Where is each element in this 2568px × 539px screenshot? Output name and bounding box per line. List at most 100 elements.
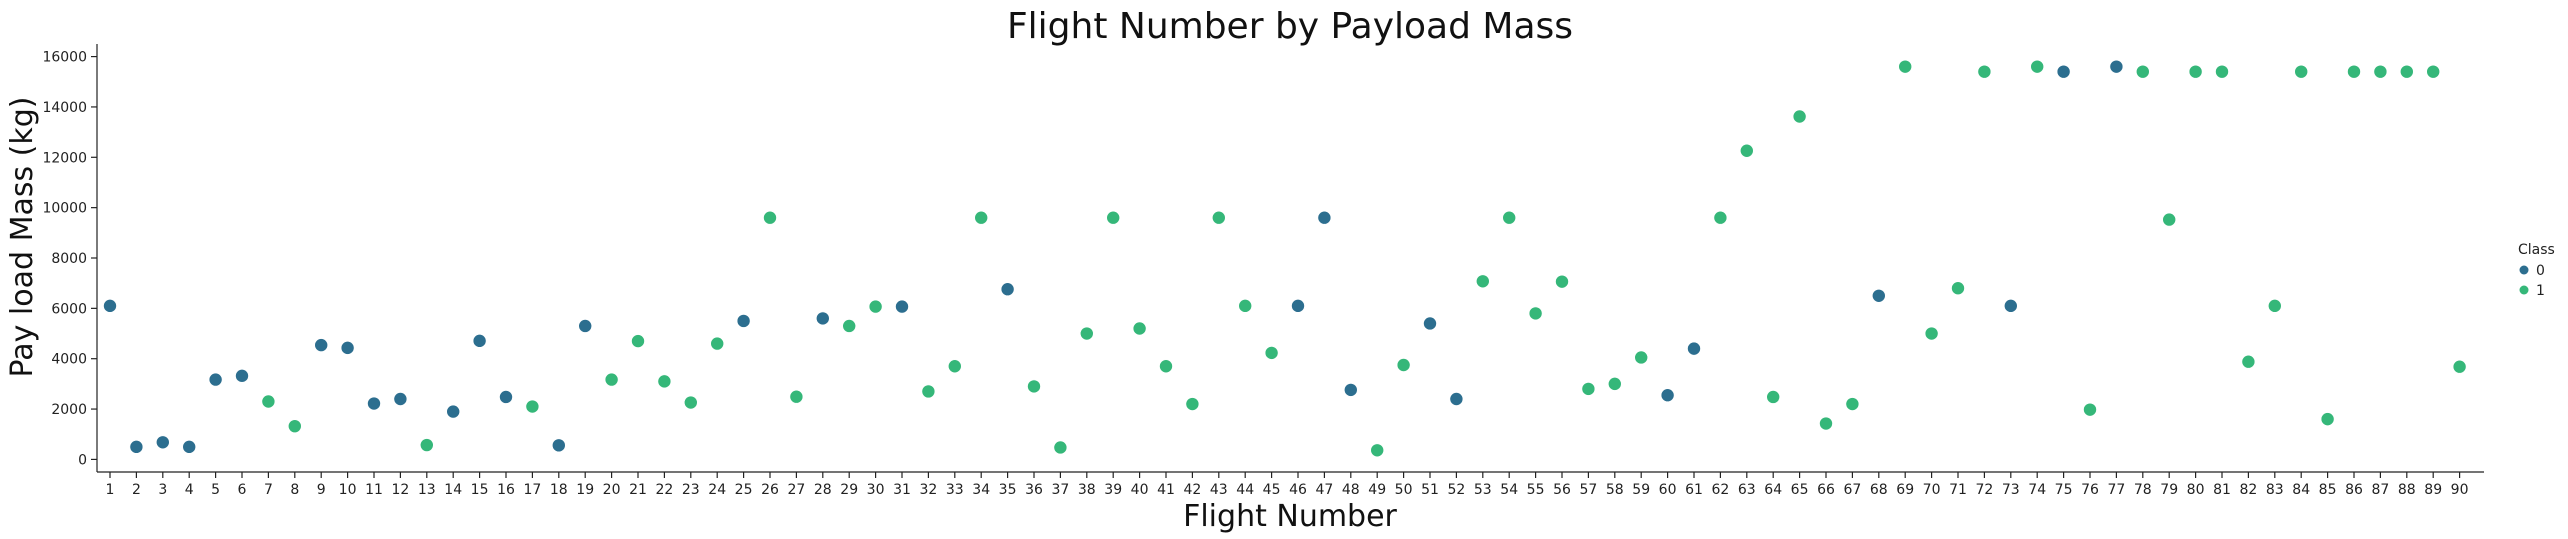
x-tick-label: 28 [814, 482, 832, 498]
data-point [736, 314, 751, 328]
data-point [578, 319, 593, 333]
data-point [340, 341, 355, 355]
data-points [103, 59, 2467, 458]
x-tick-label: 62 [1711, 482, 1729, 498]
x-tick-label: 19 [576, 482, 594, 498]
x-tick-label: 67 [1843, 482, 1861, 498]
chart-title: Flight Number by Payload Mass [1007, 6, 1573, 47]
data-point [789, 389, 804, 404]
data-point [2188, 64, 2203, 79]
legend-marker [2519, 285, 2529, 295]
data-point [2452, 359, 2467, 374]
data-point [683, 395, 698, 410]
data-point [1792, 109, 1807, 124]
data-point [974, 210, 989, 225]
x-tick-label: 85 [2319, 482, 2337, 498]
data-point [129, 440, 144, 454]
x-tick-label: 59 [1632, 482, 1650, 498]
x-tick-label: 43 [1210, 482, 1228, 498]
data-point [1185, 397, 1200, 411]
data-point [1634, 350, 1648, 365]
x-tick-label: 51 [1421, 482, 1439, 498]
x-tick-label: 60 [1659, 482, 1677, 498]
data-point [551, 438, 566, 453]
x-tick-label: 89 [2424, 482, 2442, 498]
x-tick-label: 9 [317, 482, 326, 498]
x-tick-label: 55 [1527, 482, 1545, 498]
data-point [1344, 383, 1358, 397]
x-tick-label: 1 [106, 482, 115, 498]
x-tick-label: 87 [2371, 482, 2389, 498]
x-tick-label: 36 [1025, 482, 1043, 498]
data-point [815, 311, 830, 326]
x-tick-label: 46 [1289, 482, 1307, 498]
x-tick-label: 52 [1447, 482, 1465, 498]
data-point [2030, 59, 2044, 74]
data-point [419, 438, 434, 452]
x-tick-label: 90 [2451, 482, 2469, 498]
data-point [1555, 274, 1569, 289]
x-tick-label: 21 [629, 482, 647, 498]
x-tick-label: 70 [1923, 482, 1941, 498]
data-point [1317, 210, 1332, 225]
x-tick-label: 33 [946, 482, 964, 498]
x-tick-label: 30 [867, 482, 885, 498]
x-tick-label: 71 [1949, 482, 1967, 498]
x-tick-label: 76 [2081, 482, 2099, 498]
data-point [1687, 341, 1701, 356]
data-point [657, 374, 672, 389]
data-point [1423, 316, 1437, 331]
x-tick-label: 27 [787, 482, 805, 498]
x-tick-label: 49 [1368, 482, 1386, 498]
y-tick-label: 6000 [51, 301, 87, 317]
data-point [2162, 212, 2176, 227]
x-tick-label: 44 [1236, 482, 1254, 498]
data-point [2400, 64, 2414, 79]
x-tick-label: 78 [2134, 482, 2152, 498]
data-point [2004, 299, 2018, 313]
x-tick-label: 14 [444, 482, 462, 498]
data-point [2241, 354, 2256, 369]
data-point [604, 372, 619, 387]
legend-label: 1 [2536, 283, 2545, 299]
x-tick-label: 88 [2398, 482, 2416, 498]
x-tick-label: 25 [735, 482, 753, 498]
data-point [182, 440, 196, 454]
x-tick-label: 26 [761, 482, 779, 498]
data-point [2268, 299, 2282, 313]
y-tick-label: 4000 [51, 352, 87, 368]
x-tick-label: 31 [893, 482, 911, 498]
data-point [1159, 359, 1173, 374]
x-tick-label: 50 [1395, 482, 1413, 498]
x-tick-label: 18 [550, 482, 568, 498]
x-tick-label: 74 [2028, 482, 2046, 498]
data-point [1528, 306, 1543, 321]
data-point [1740, 143, 1754, 158]
data-point [1872, 288, 1886, 303]
x-tick-label: 16 [497, 482, 515, 498]
x-tick-label: 81 [2213, 482, 2231, 498]
data-point [1819, 416, 1833, 431]
data-point [1502, 210, 1516, 225]
data-point [1845, 397, 1860, 411]
data-point [947, 359, 962, 374]
data-point [1000, 282, 1015, 297]
x-tick-label: 58 [1606, 482, 1624, 498]
data-point [1977, 64, 1992, 79]
data-point [103, 299, 117, 313]
data-point [2294, 64, 2308, 79]
data-point [1924, 326, 1939, 341]
data-point [1132, 321, 1147, 336]
x-tick-label: 61 [1685, 482, 1703, 498]
data-point [2136, 64, 2150, 79]
x-tick-label: 53 [1474, 482, 1492, 498]
data-point [2347, 64, 2361, 79]
data-point [1238, 299, 1252, 313]
legend-title: Class [2518, 242, 2555, 258]
data-point [842, 319, 857, 333]
legend-label: 0 [2536, 263, 2545, 279]
x-tick-label: 83 [2266, 482, 2284, 498]
x-tick-label: 68 [1870, 482, 1888, 498]
x-tick-label: 56 [1553, 482, 1571, 498]
data-point [525, 399, 540, 414]
